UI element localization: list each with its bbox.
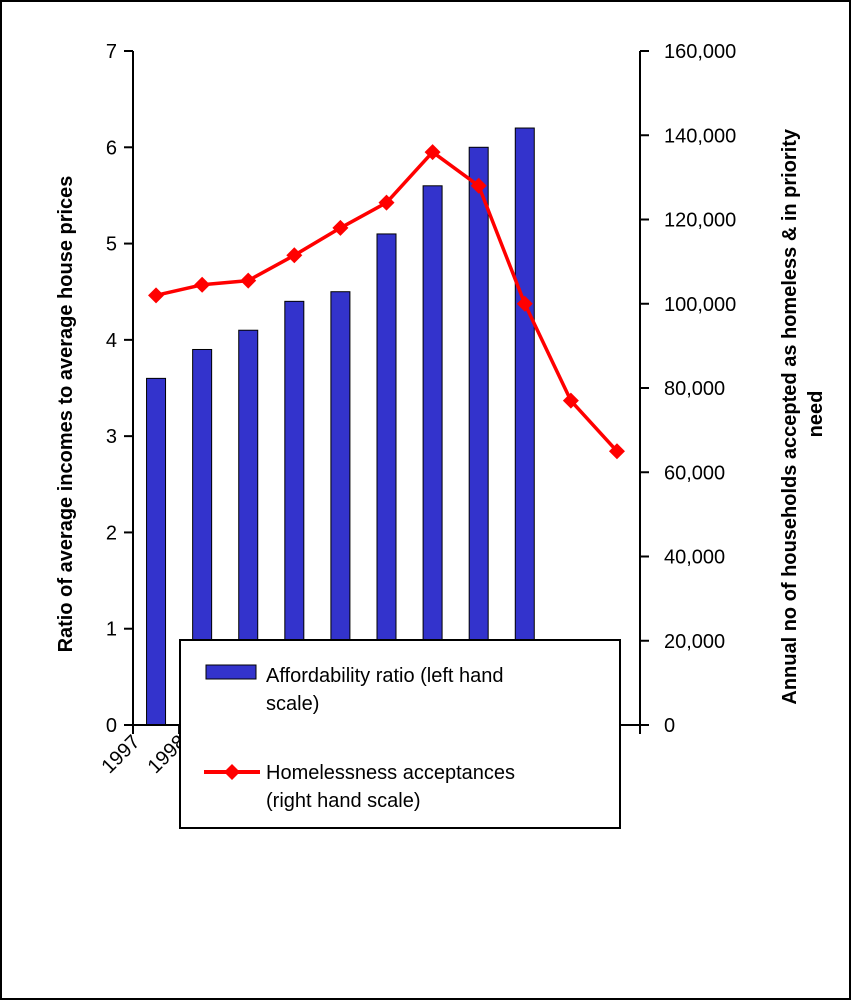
legend-label-line: Homelessness acceptances (right hand sca… <box>266 762 521 812</box>
line-marker-2001 <box>332 219 349 236</box>
y2-tick-label: 120,000 <box>664 210 736 232</box>
line-marker-2003 <box>424 144 441 161</box>
legend-label-bar-line-1: Affordability ratio (left hand <box>266 665 504 687</box>
y2-tick-label: 0 <box>664 715 675 737</box>
line-marker-2005 <box>516 295 533 312</box>
legend-swatch-marker <box>224 764 240 780</box>
y-tick-label: 3 <box>106 426 117 448</box>
legend-label-bar-line-2: scale) <box>266 693 319 715</box>
line-marker-1998 <box>194 276 211 293</box>
y2-tick-label: 80,000 <box>664 378 725 400</box>
y-tick-label: 1 <box>106 619 117 641</box>
y2-axis-title-line-2: need <box>805 391 827 438</box>
line-marker-2006 <box>562 392 579 409</box>
line-marker-2007 <box>608 443 625 460</box>
y2-tick-label: 40,000 <box>664 547 725 569</box>
legend-swatch-bar <box>205 664 257 680</box>
legend-label-bar: Affordability ratio (left hand scale) <box>266 665 509 715</box>
y2-tick-label: 140,000 <box>664 125 736 147</box>
y2-axis-title-line-1: Annual no of households accepted as home… <box>779 128 801 705</box>
y2-axis-title: Annual no of households accepted as home… <box>779 123 827 704</box>
y-tick-label: 5 <box>106 234 117 256</box>
line-series-group <box>148 144 625 460</box>
legend-label-line-line-1: Homelessness acceptances <box>266 762 515 784</box>
line-marker-2004 <box>470 177 487 194</box>
line-marker-2002 <box>378 194 395 211</box>
line-marker-1999 <box>240 272 257 289</box>
bar-2004 <box>468 146 489 726</box>
y-axis-title: Ratio of average incomes to average hous… <box>55 176 77 653</box>
y-tick-label: 0 <box>106 715 117 737</box>
y2-tick-label: 20,000 <box>664 631 725 653</box>
line-marker-1997 <box>148 287 165 304</box>
y2-tick-label: 100,000 <box>664 294 736 316</box>
bars-group <box>146 127 535 726</box>
y-tick-label: 7 <box>106 41 117 63</box>
bar-1997 <box>146 377 167 726</box>
line-marker-2000 <box>286 247 303 264</box>
bar-2005 <box>514 127 535 726</box>
legend-label-line-line-2: (right hand scale) <box>266 790 421 812</box>
y2-tick-label: 160,000 <box>664 41 736 63</box>
y-tick-label: 4 <box>106 330 117 352</box>
legend: Affordability ratio (left hand scale) Ho… <box>179 639 621 829</box>
y-tick-label: 6 <box>106 137 117 159</box>
y2-tick-label: 60,000 <box>664 462 725 484</box>
y-tick-label: 2 <box>106 522 117 544</box>
